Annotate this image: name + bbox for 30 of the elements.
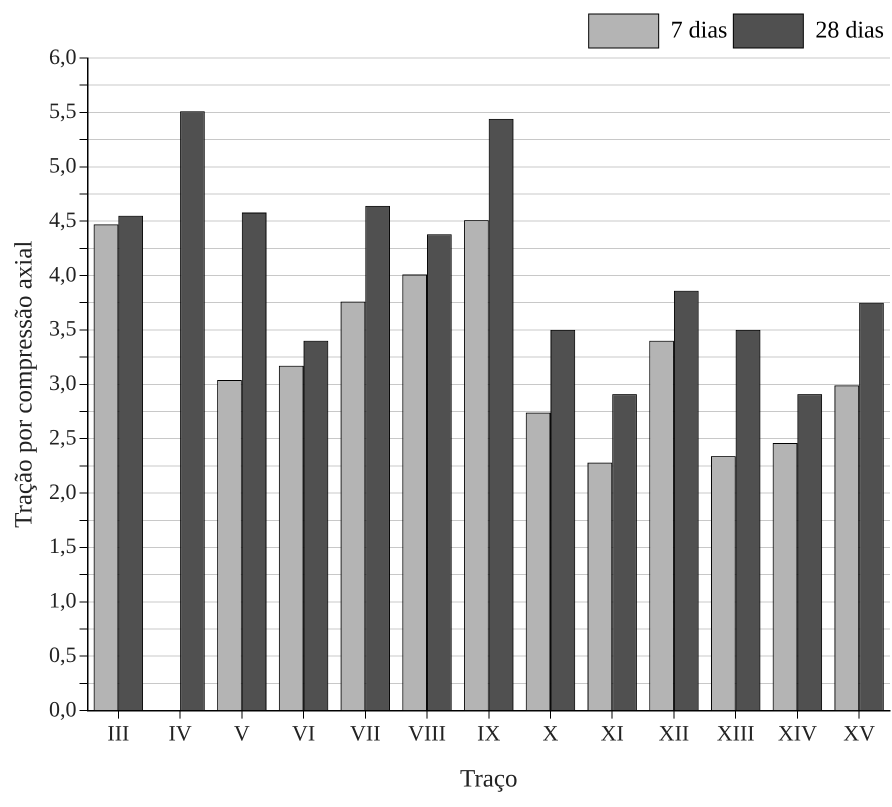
y-tick-label: 2,0 <box>49 478 76 504</box>
y-tick-label: 3,5 <box>49 316 76 341</box>
x-tick-label: XV <box>843 720 876 746</box>
x-tick-label: XIV <box>778 720 818 746</box>
y-tick-label: 4,5 <box>49 206 76 232</box>
y-tick-label: 2,5 <box>49 424 76 450</box>
y-tick-label: 5,0 <box>49 152 76 178</box>
x-tick-label: III <box>107 720 130 746</box>
y-tick-label: 0,5 <box>49 642 76 667</box>
x-tick-label: XIII <box>716 720 755 746</box>
x-tick-label: VII <box>350 720 381 746</box>
x-tick-label: IX <box>477 720 500 746</box>
x-tick-label: VIII <box>408 720 446 746</box>
y-tick-label: 1,5 <box>49 533 76 558</box>
x-tick-label: XI <box>600 720 624 746</box>
x-tick-label: XII <box>658 720 690 746</box>
x-tick-label: X <box>542 720 559 746</box>
legend-label: 7 dias <box>670 17 728 44</box>
y-tick-label: 6,0 <box>49 44 76 69</box>
x-axis-title: Traço <box>460 766 518 793</box>
y-tick-label: 0,0 <box>49 696 76 722</box>
y-tick-label: 1,0 <box>49 588 76 613</box>
x-tick-label: V <box>234 720 250 746</box>
y-tick-label: 4,0 <box>49 261 76 286</box>
y-axis-title: Tração por compressão axial <box>10 240 38 528</box>
y-tick-label: 3,0 <box>49 370 76 396</box>
x-tick-label: VI <box>292 720 316 746</box>
legend-label: 28 dias <box>815 17 884 44</box>
x-tick-label: IV <box>168 720 192 746</box>
y-tick-label: 5,5 <box>49 98 76 124</box>
